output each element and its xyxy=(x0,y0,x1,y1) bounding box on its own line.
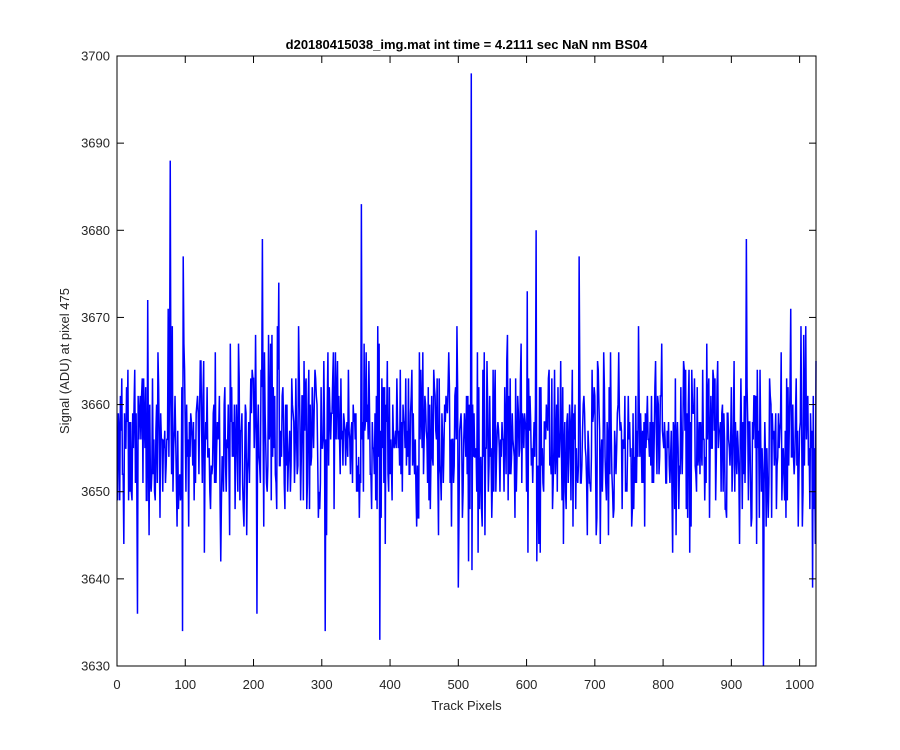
plot-series-group xyxy=(116,73,817,667)
y-tick-label: 3670 xyxy=(81,310,110,325)
x-tick-label: 800 xyxy=(652,677,674,692)
y-tick-label: 3680 xyxy=(81,223,110,238)
x-tick-label: 600 xyxy=(516,677,538,692)
y-tick-label: 3630 xyxy=(81,659,110,674)
x-ticks-group: 0 100 200 300 400 500 600 700 800 900 1000 xyxy=(113,56,814,692)
chart-title: d20180415038_img.mat int time = 4.2111 s… xyxy=(286,37,648,52)
y-tick-label: 3700 xyxy=(81,49,110,64)
y-tick-label: 3660 xyxy=(81,397,110,412)
x-tick-label: 300 xyxy=(311,677,333,692)
x-tick-label: 200 xyxy=(243,677,265,692)
y-axis-label: Signal (ADU) at pixel 475 xyxy=(57,288,72,434)
signal-line xyxy=(116,73,817,667)
x-axis-label: Track Pixels xyxy=(431,698,502,713)
y-tick-label: 3650 xyxy=(81,484,110,499)
plot-frame xyxy=(116,55,817,667)
y-tick-label: 3690 xyxy=(81,136,110,151)
y-ticks-group: 3630 3640 3650 3660 3670 3680 3690 3700 xyxy=(81,49,816,674)
x-tick-label: 400 xyxy=(379,677,401,692)
x-tick-label: 900 xyxy=(721,677,743,692)
x-tick-label: 100 xyxy=(174,677,196,692)
x-tick-label: 700 xyxy=(584,677,606,692)
x-tick-label: 1000 xyxy=(785,677,814,692)
x-tick-label: 500 xyxy=(447,677,469,692)
x-tick-label: 0 xyxy=(113,677,120,692)
y-tick-label: 3640 xyxy=(81,571,110,586)
